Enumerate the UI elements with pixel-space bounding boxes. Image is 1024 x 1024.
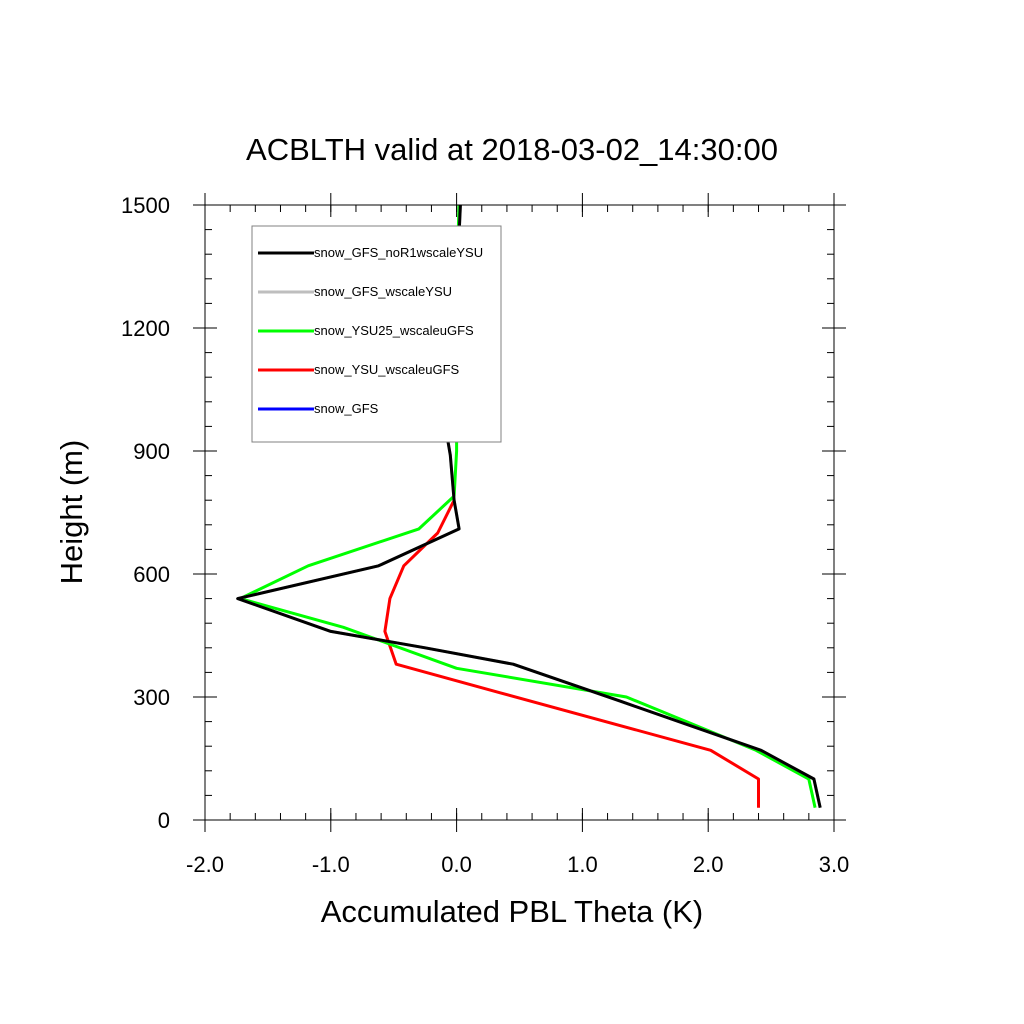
x-tick-label: 2.0 — [693, 852, 724, 877]
legend-label: snow_GFS_noR1wscaleYSU — [314, 245, 483, 260]
x-axis-label: Accumulated PBL Theta (K) — [321, 894, 704, 929]
legend-label: snow_GFS_wscaleYSU — [314, 284, 452, 299]
y-axis-label: Height (m) — [54, 440, 89, 585]
y-tick-label: 1200 — [121, 316, 170, 341]
x-tick-label: -2.0 — [186, 852, 224, 877]
legend-label: snow_GFS — [314, 401, 379, 416]
x-tick-label: 0.0 — [441, 852, 472, 877]
y-tick-label: 900 — [133, 439, 170, 464]
legend-label: snow_YSU25_wscaleuGFS — [314, 323, 474, 338]
y-tick-label: 0 — [158, 808, 170, 833]
y-tick-label: 600 — [133, 562, 170, 587]
y-tick-label: 300 — [133, 685, 170, 710]
legend-label: snow_YSU_wscaleuGFS — [314, 362, 460, 377]
x-tick-label: 1.0 — [567, 852, 598, 877]
x-tick-label: 3.0 — [819, 852, 850, 877]
y-tick-label: 1500 — [121, 193, 170, 218]
series-line — [383, 499, 760, 808]
chart-title: ACBLTH valid at 2018-03-02_14:30:00 — [246, 132, 778, 167]
x-tick-label: -1.0 — [312, 852, 350, 877]
tick-labels: -2.0 -1.0 0.0 1.0 2.0 3.0 0 300 600 900 1200 1500 — [121, 193, 849, 877]
legend-box — [251, 225, 502, 443]
legend: snow_GFS_noR1wscaleYSU snow_GFS_wscaleYSU… — [251, 225, 502, 443]
plot-frame — [204, 204, 835, 821]
